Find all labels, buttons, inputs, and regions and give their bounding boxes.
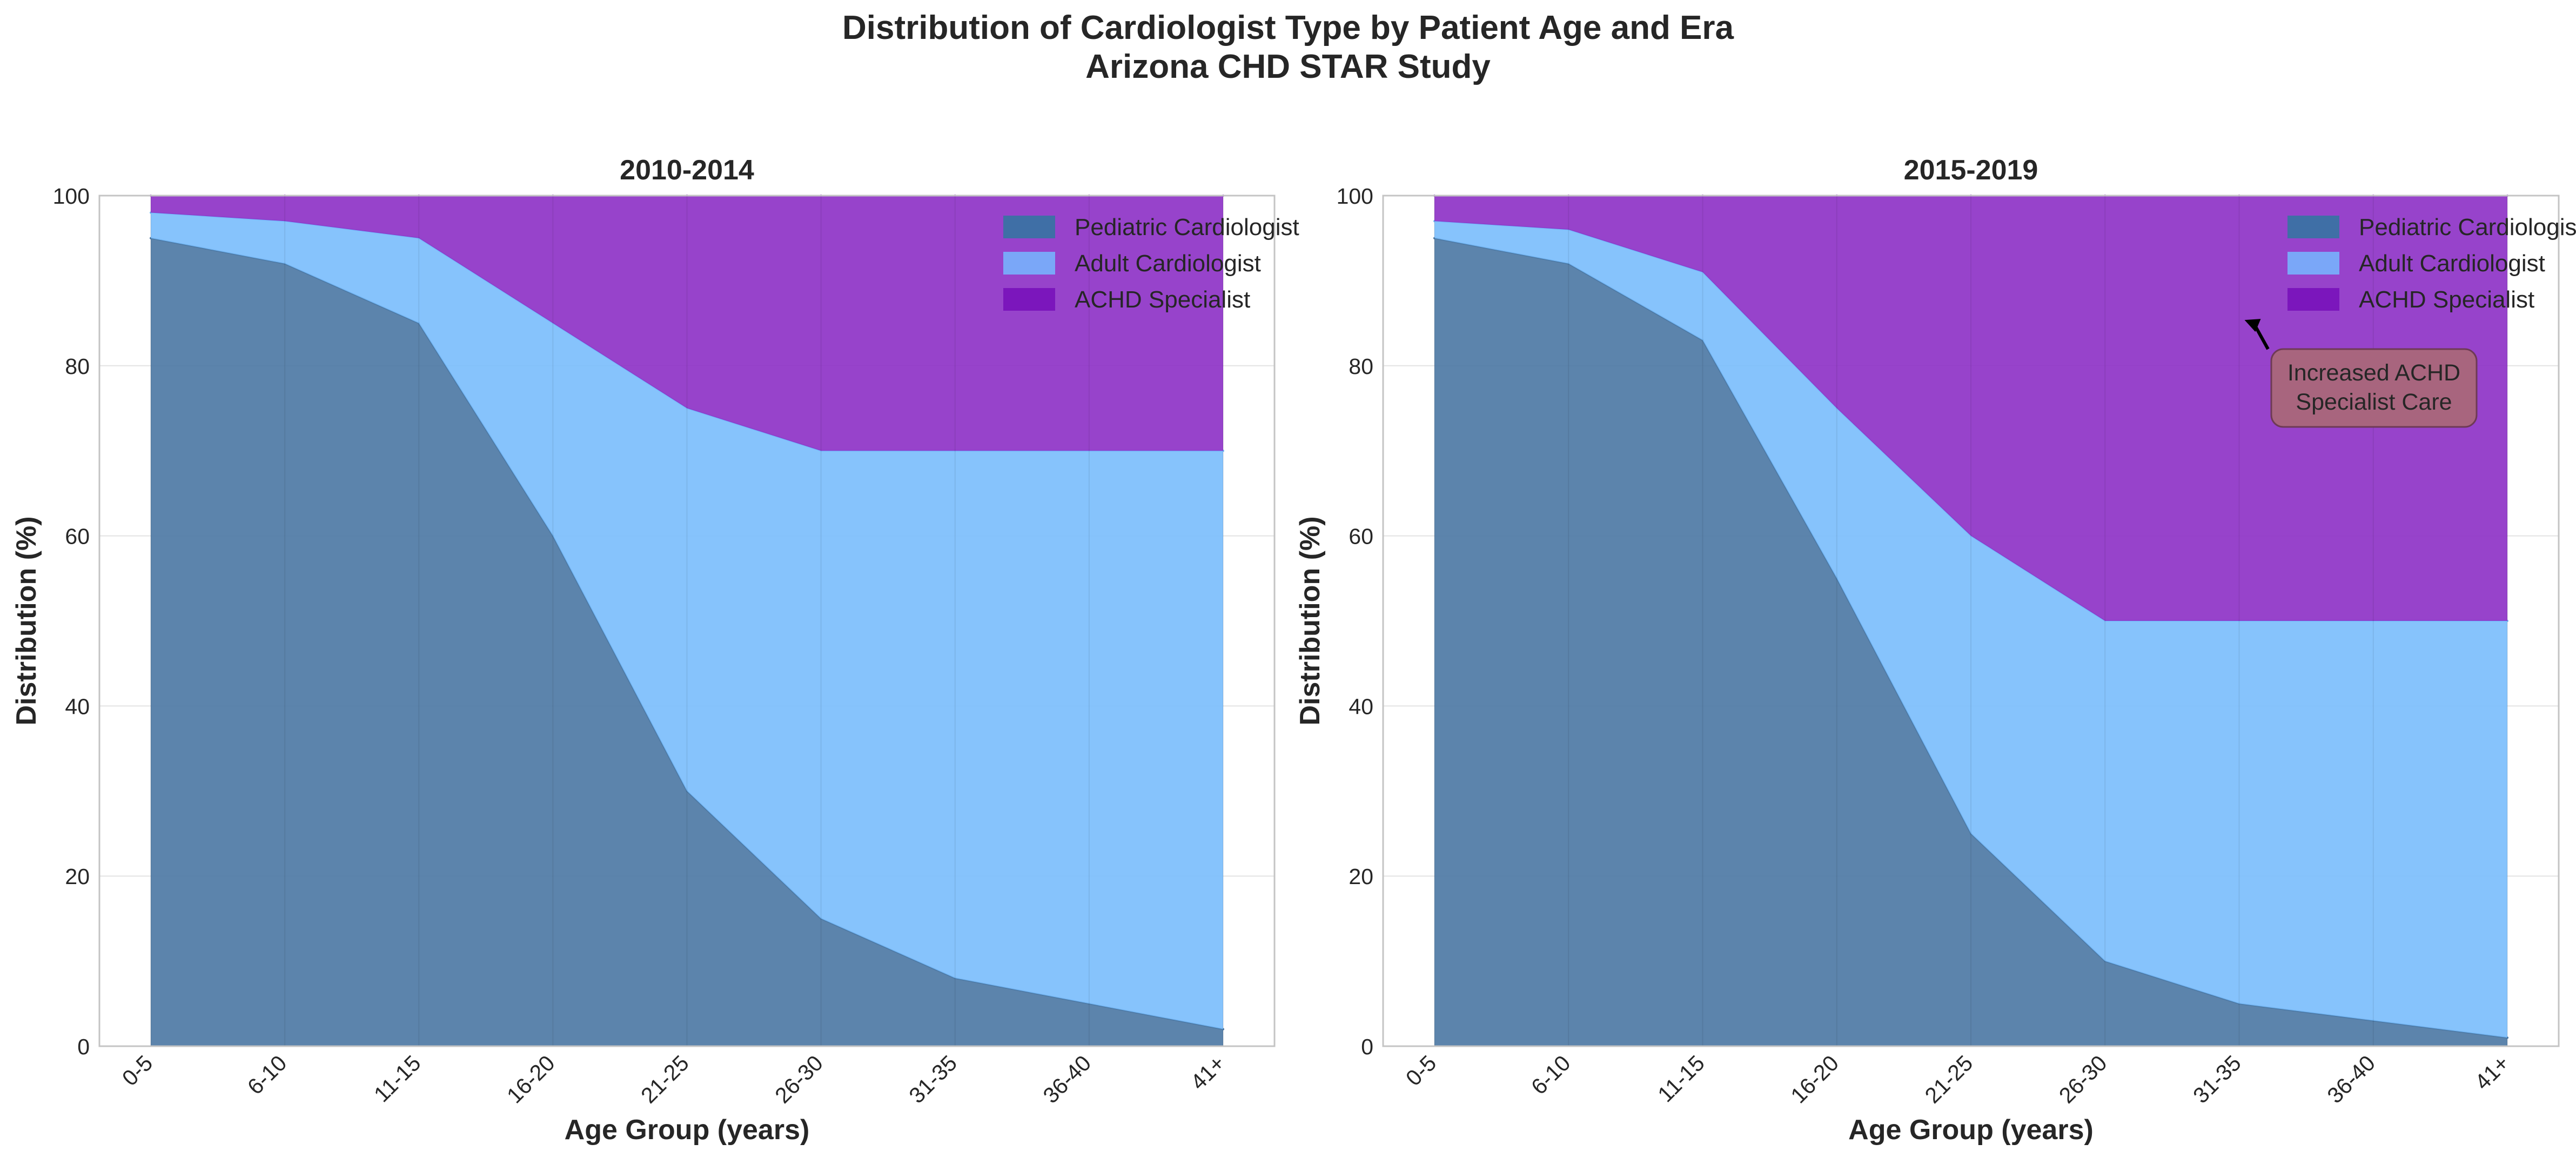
panel-title: 2015-2019	[1904, 155, 2038, 186]
legend-swatch-pediatric	[1003, 216, 1055, 238]
legend-label-pediatric: Pediatric Cardiologist	[1075, 214, 1299, 240]
annotation-text-line-1: Increased ACHD	[2287, 360, 2460, 386]
x-axis-label: Age Group (years)	[565, 1114, 810, 1146]
y-tick-label: 20	[65, 864, 90, 889]
legend-swatch-pediatric	[2287, 216, 2339, 238]
x-tick-label: 0-5	[1401, 1051, 1441, 1091]
legend-swatch-adult	[1003, 252, 1055, 275]
x-tick-label: 6-10	[243, 1051, 292, 1100]
x-tick-label: 26-30	[2054, 1051, 2112, 1108]
y-tick-label: 20	[1349, 864, 1373, 889]
legend-label-adult: Adult Cardiologist	[1075, 250, 1261, 277]
x-axis-label: Age Group (years)	[1848, 1114, 2094, 1146]
chart-panel-2015-2019: 2015-2019 0 20 40 60 80 100 0-5 6-10 11-15 16-20 21…	[1294, 155, 2576, 1146]
x-tick-label: 16-20	[1786, 1051, 1843, 1108]
figure-title-line-1: Distribution of Cardiologist Type by Pat…	[842, 9, 1734, 46]
legend-label-adult: Adult Cardiologist	[2359, 250, 2545, 277]
y-tick-label: 40	[65, 694, 90, 719]
figure-title-line-2: Arizona CHD STAR Study	[1085, 48, 1491, 85]
chart-panel-2010-2014: 2010-2014 0 20 40 60 80 100 0-5 6-10 11-15 16-20 21…	[11, 155, 1299, 1146]
legend-swatch-achd	[1003, 288, 1055, 311]
annotation-arrow-head	[2244, 319, 2261, 332]
x-tick-label: 0-5	[117, 1051, 157, 1091]
legend-label-achd: ACHD Specialist	[2359, 286, 2534, 313]
y-tick-label: 100	[53, 184, 90, 209]
area-pediatric	[1434, 238, 2507, 1047]
x-tick-label: 11-15	[1653, 1051, 1709, 1107]
y-tick-label: 80	[1349, 354, 1373, 379]
x-tick-label: 26-30	[770, 1051, 828, 1108]
x-tick-label: 6-10	[1526, 1051, 1575, 1100]
x-tick-label: 16-20	[502, 1051, 560, 1108]
legend-label-achd: ACHD Specialist	[1075, 286, 1250, 313]
area-adult	[1434, 221, 2507, 1038]
area-achd	[1434, 196, 2507, 621]
x-tick-label: 36-40	[2322, 1051, 2380, 1108]
x-tick-label: 21-25	[636, 1051, 694, 1108]
area-achd	[151, 196, 1223, 451]
y-tick-label: 100	[1337, 184, 1373, 209]
legend-label-pediatric: Pediatric Cardiologist	[2359, 214, 2576, 240]
y-tick-label: 60	[1349, 524, 1373, 549]
area-pediatric	[151, 238, 1223, 1047]
y-tick-label: 60	[65, 524, 90, 549]
y-tick-label: 0	[77, 1034, 90, 1059]
legend-swatch-achd	[2287, 288, 2339, 311]
legend-swatch-adult	[2287, 252, 2339, 275]
x-tick-label: 11-15	[369, 1051, 426, 1107]
area-adult	[151, 212, 1223, 1029]
y-axis-label: Distribution (%)	[1294, 516, 1326, 725]
x-tick-label: 31-35	[2188, 1051, 2246, 1108]
panel-title: 2010-2014	[620, 155, 754, 186]
y-tick-label: 80	[65, 354, 90, 379]
x-tick-label: 41+	[2470, 1051, 2514, 1095]
x-tick-label: 21-25	[1920, 1051, 1978, 1108]
plot-frame	[1382, 195, 2560, 1047]
annotation-box	[2270, 348, 2478, 428]
annotation-text-line-2: Specialist Care	[2296, 389, 2452, 415]
x-tick-label: 36-40	[1038, 1051, 1096, 1108]
y-axis-label: Distribution (%)	[11, 516, 42, 725]
x-tick-label: 31-35	[904, 1051, 962, 1108]
plot-frame	[98, 195, 1276, 1047]
y-tick-label: 40	[1349, 694, 1373, 719]
x-tick-label: 41+	[1186, 1051, 1230, 1095]
y-tick-label: 0	[1361, 1034, 1373, 1059]
